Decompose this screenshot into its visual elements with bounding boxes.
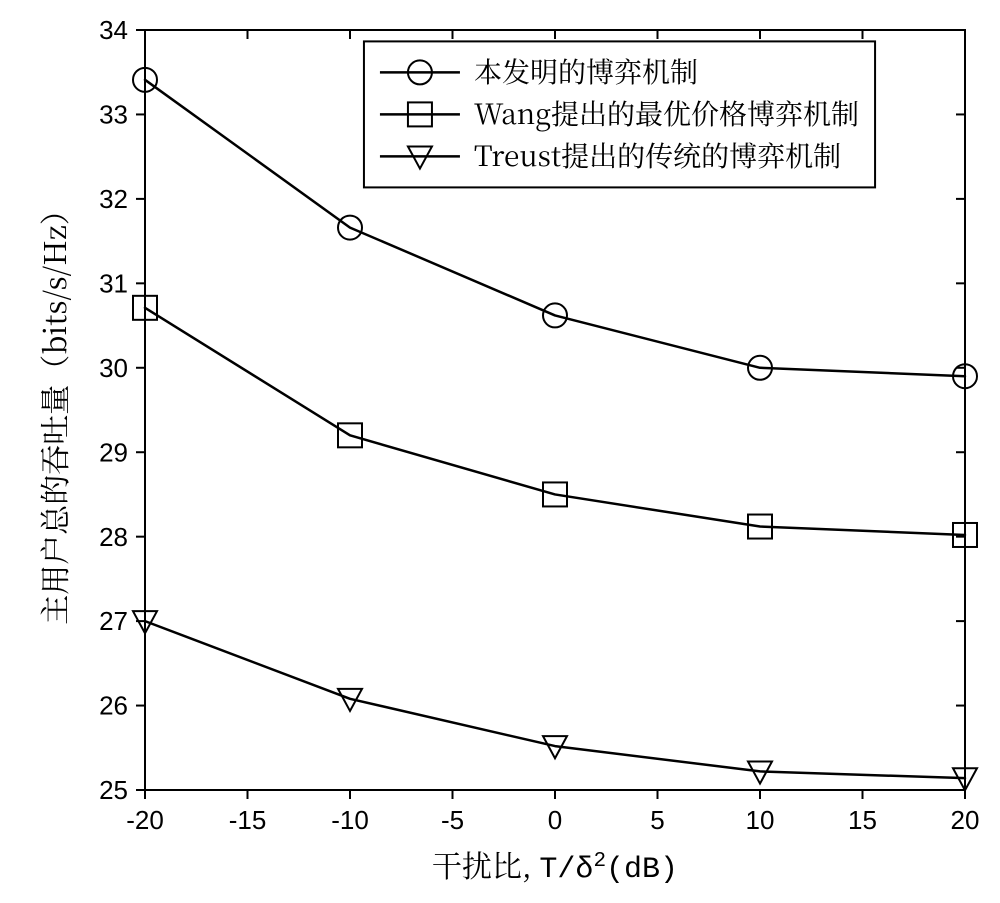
legend: 本发明的博弈机制Wang提出的最优价格博弈机制Treust提出的传统的博弈机制 [364, 41, 875, 187]
legend-label-proposed: 本发明的博弈机制 [474, 51, 698, 91]
legend-label-wang: Wang提出的最优价格博弈机制 [474, 93, 859, 133]
x-tick-label: -5 [441, 805, 464, 835]
y-tick-label: 28 [99, 522, 128, 552]
x-tick-label: -10 [331, 805, 369, 835]
y-tick-label: 25 [99, 775, 128, 805]
x-tick-label: 20 [951, 805, 980, 835]
y-tick-label: 31 [99, 268, 128, 298]
y-tick-label: 34 [99, 15, 128, 45]
y-tick-label: 26 [99, 691, 128, 721]
x-tick-label: 0 [548, 805, 562, 835]
y-tick-label: 29 [99, 437, 128, 467]
chart-container: -20-15-10-50510152025262728293031323334干… [0, 0, 1000, 903]
x-tick-label: -15 [229, 805, 267, 835]
y-tick-label: 27 [99, 606, 128, 636]
x-tick-label: 5 [650, 805, 664, 835]
x-tick-label: 10 [746, 805, 775, 835]
legend-label-treust: Treust提出的传统的博弈机制 [474, 135, 841, 175]
x-tick-label: 15 [848, 805, 877, 835]
y-axis-label: 主用户总的吞吐量（bits/s/Hz） [31, 195, 75, 625]
y-tick-label: 33 [99, 100, 128, 130]
chart-svg: -20-15-10-50510152025262728293031323334干… [0, 0, 1000, 903]
y-tick-label: 30 [99, 353, 128, 383]
y-tick-label: 32 [99, 184, 128, 214]
x-tick-label: -20 [126, 805, 164, 835]
